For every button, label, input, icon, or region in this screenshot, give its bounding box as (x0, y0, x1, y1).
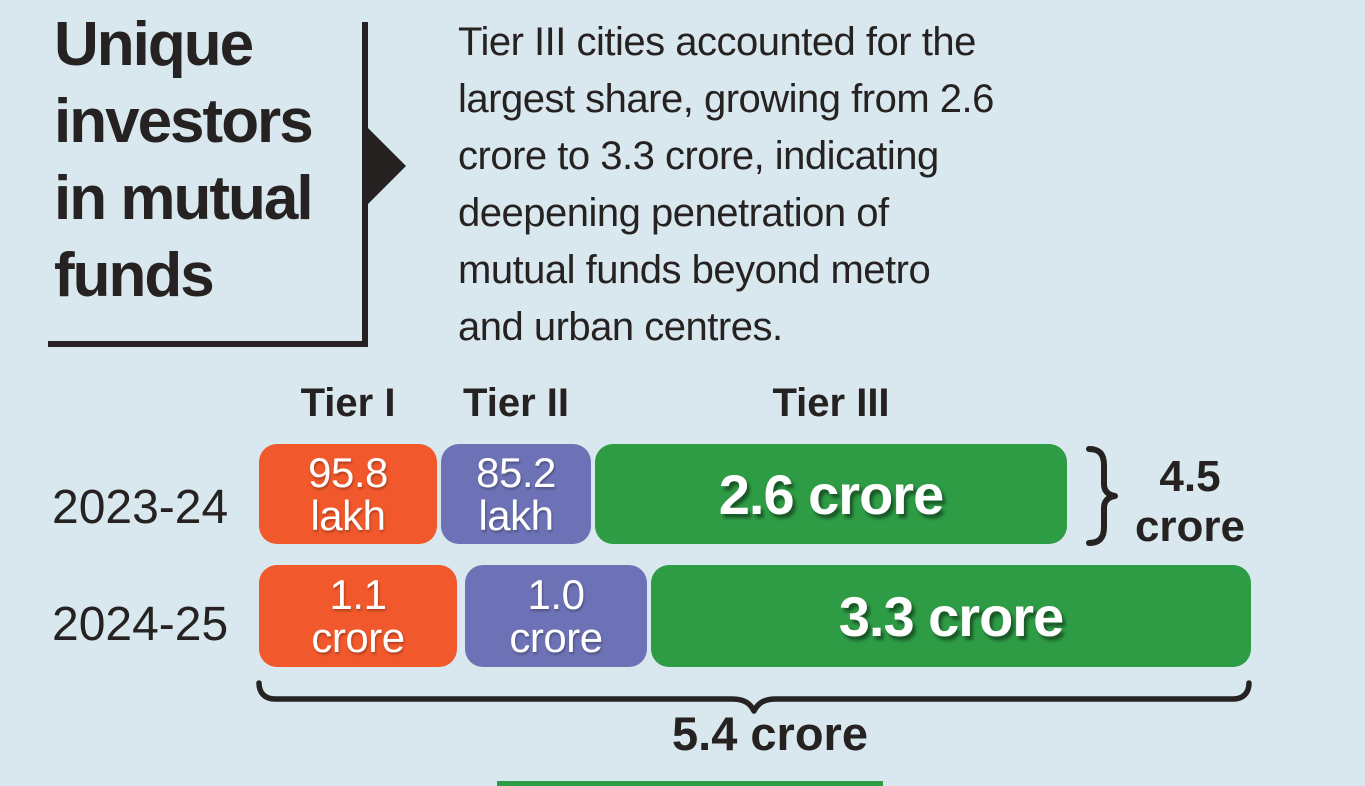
grand-total-underbrace-icon (256, 680, 1252, 714)
bar-value-label: 85.2 lakh (476, 451, 556, 537)
page-title: Unique investors in mutual funds (54, 6, 366, 314)
bar-tier-i-2023-24: 95.8 lakh (259, 444, 437, 544)
column-header-tier-i: Tier I (300, 381, 396, 425)
description-line: deepening penetration of (458, 191, 889, 235)
description-line: largest share, growing from 2.6 (458, 77, 994, 121)
row-label-2024-25: 2024-25 (52, 598, 229, 651)
total-2023-24: 4.5 crore (1126, 452, 1254, 552)
bar-value-number: 85.2 (476, 449, 556, 496)
bar-value-number: 1.1 (329, 571, 387, 618)
bar-value-number: 95.8 (308, 449, 388, 496)
bar-value-unit: lakh (478, 492, 554, 539)
page-title-line-2: investors (54, 87, 314, 156)
callout-vertical-rule (362, 22, 368, 346)
column-header-tier-ii: Tier II (463, 381, 569, 425)
bottom-accent-strip (497, 781, 883, 786)
bar-value-label: 3.3 crore (838, 584, 1064, 648)
callout-horizontal-rule (48, 341, 368, 347)
bar-value-number: 1.0 (527, 571, 585, 618)
grand-total-label: 5.4 crore (672, 707, 868, 760)
total-curly-brace-icon (1086, 446, 1118, 546)
bar-value-label: 95.8 lakh (308, 451, 388, 537)
bar-value-label: 1.0 crore (509, 571, 603, 661)
callout-arrow-icon (368, 128, 406, 204)
page-title-line-3: in mutual (54, 164, 314, 233)
description-line: crore to 3.3 crore, indicating (458, 134, 939, 178)
row-label-2023-24: 2023-24 (52, 481, 229, 534)
bar-tier-ii-2024-25: 1.0 crore (465, 565, 647, 667)
column-header-tier-iii: Tier III (772, 381, 890, 425)
description-line: and urban centres. (458, 305, 783, 349)
total-value: 4.5 (1159, 452, 1221, 501)
bar-tier-i-2024-25: 1.1 crore (259, 565, 457, 667)
page-title-line-4: funds (54, 241, 215, 310)
bar-value-label: 1.1 crore (311, 571, 405, 661)
description: Tier III cities accounted for the larges… (458, 14, 994, 356)
total-unit: crore (1134, 502, 1246, 551)
bar-value-unit: lakh (310, 492, 386, 539)
bar-tier-ii-2023-24: 85.2 lakh (441, 444, 591, 544)
bar-value-label: 2.6 crore (718, 462, 944, 526)
description-line: mutual funds beyond metro (458, 248, 931, 292)
bar-tier-iii-2024-25: 3.3 crore (651, 565, 1251, 667)
bar-value-unit: crore (509, 614, 603, 661)
bar-tier-iii-2023-24: 2.6 crore (595, 444, 1067, 544)
page-title-line-1: Unique (54, 10, 254, 79)
description-line: Tier III cities accounted for the (458, 20, 976, 64)
bar-value-unit: crore (311, 614, 405, 661)
